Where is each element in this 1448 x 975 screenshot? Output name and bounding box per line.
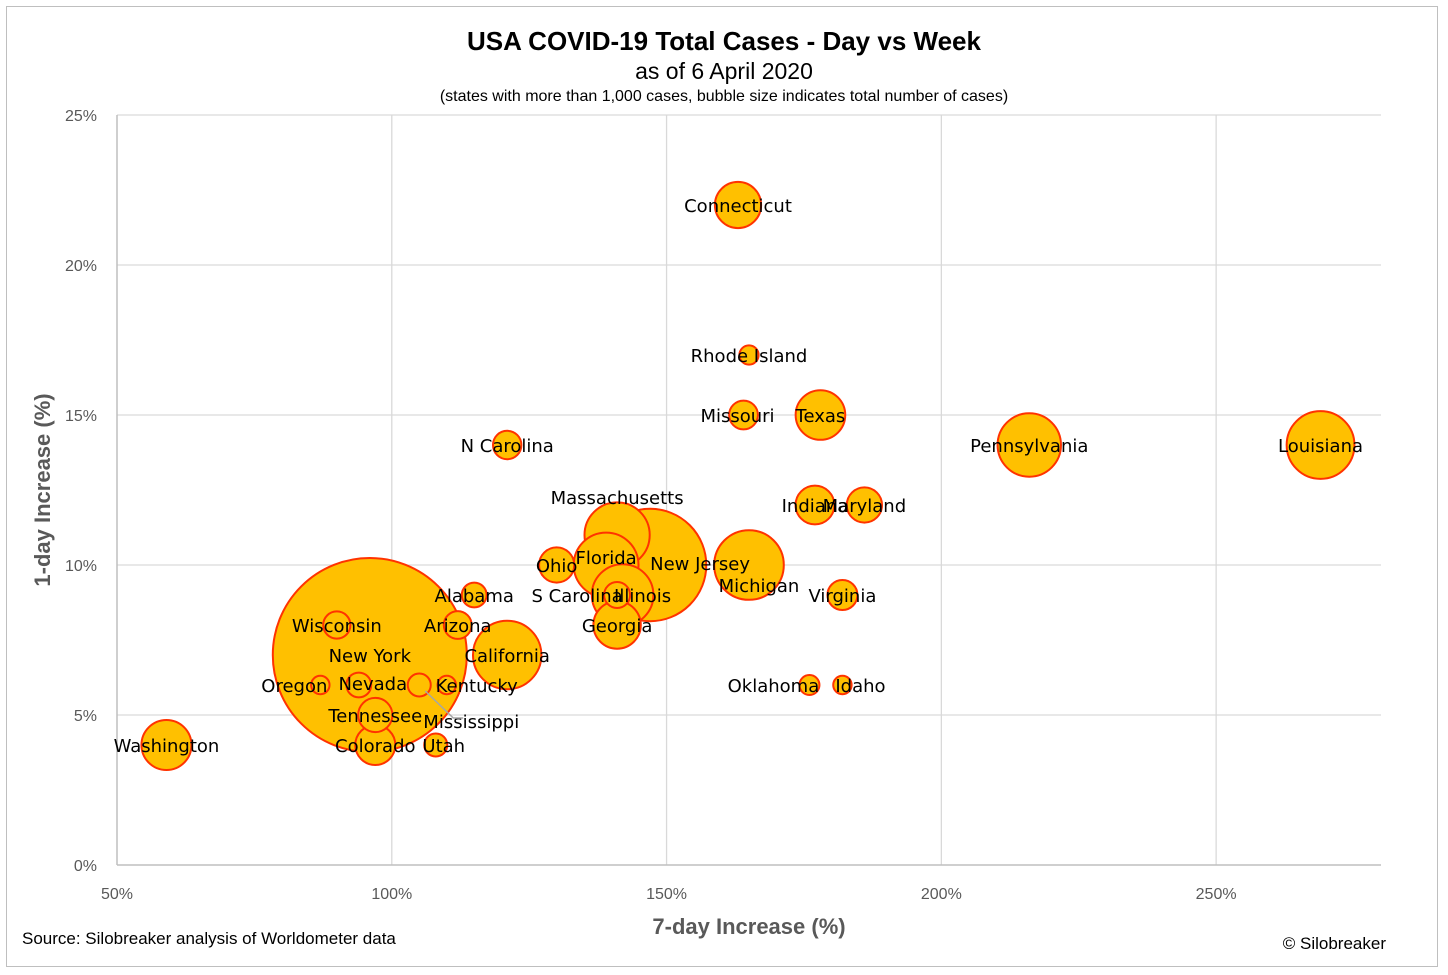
- bubble-texas: [794, 389, 847, 441]
- bubble-connecticut: [713, 180, 763, 230]
- bubble-label: Kentucky: [436, 676, 519, 697]
- bubble-oklahoma: [798, 674, 821, 696]
- bubble-label: Colorado: [335, 736, 415, 757]
- bubble-wisconsin: [322, 610, 352, 640]
- chart-title: USA COVID-19 Total Cases - Day vs Week: [467, 26, 981, 56]
- bubble-kentucky: [436, 674, 457, 696]
- bubble-label: Oklahoma: [728, 676, 820, 697]
- bubble-label: N Carolina: [461, 436, 554, 457]
- x-tick-label: 250%: [1196, 886, 1237, 903]
- y-tick-label: 15%: [65, 408, 97, 425]
- chart-note: (states with more than 1,000 cases, bubb…: [439, 88, 1009, 105]
- bubble-label: Mississippi: [423, 712, 519, 733]
- bubble-label: Georgia: [582, 616, 653, 637]
- bubble-nevada: [345, 671, 373, 699]
- x-axis-title: 7-day Increase (%): [652, 914, 845, 939]
- bubble-louisiana: [1285, 410, 1356, 480]
- bubble-label: Pennsylvania: [970, 436, 1088, 457]
- bubble-label: Florida: [575, 548, 636, 569]
- y-tick-label: 5%: [74, 708, 97, 725]
- bubble-label: Nevada: [338, 674, 407, 695]
- mississippi-leader-line: [424, 690, 464, 719]
- bubble-label: Tennessee: [327, 706, 422, 727]
- chart-frame: [6, 6, 1438, 967]
- bubble-rhode-island: [738, 344, 760, 366]
- bubble-oregon: [310, 674, 331, 696]
- bubble-label: Virginia: [808, 586, 876, 607]
- y-tick-label: 10%: [65, 558, 97, 575]
- bubble-label: Washington: [114, 736, 220, 757]
- x-tick-label: 150%: [646, 886, 687, 903]
- bubble-label: S Carolina: [531, 586, 622, 607]
- bubble-tennessee: [357, 696, 394, 734]
- bubble-label: Idaho: [835, 676, 885, 697]
- bubble-mississippi: [406, 672, 432, 698]
- y-axis-title: 1-day Increase (%): [30, 393, 55, 586]
- bubble-utah: [423, 732, 449, 758]
- bubble-label: Rhode Island: [691, 346, 808, 367]
- y-tick-label: 0%: [74, 858, 97, 875]
- bubble-ohio: [538, 546, 576, 584]
- bubble-s-carolina: [603, 581, 632, 609]
- bubble-label: Wisconsin: [292, 616, 382, 637]
- bubble-label: New Jersey: [650, 554, 750, 575]
- bubble-label: Missouri: [700, 406, 774, 427]
- bubble-california: [471, 619, 543, 691]
- x-tick-label: 100%: [371, 886, 412, 903]
- chart-subtitle: as of 6 April 2020: [635, 58, 813, 84]
- bubble-pennsylvania: [996, 412, 1062, 478]
- bubble-n-carolina: [491, 429, 523, 461]
- bubble-maryland: [845, 486, 884, 524]
- bubble-washington: [140, 719, 193, 771]
- bubble-label: Connecticut: [684, 196, 792, 217]
- bubble-label: Indiana: [782, 496, 849, 517]
- axes: 0% 5% 10% 15% 20% 25% 50% 100% 150% 200% 250%: [65, 108, 1381, 903]
- x-tick-label: 200%: [921, 886, 962, 903]
- bubble-label: Utah: [422, 736, 465, 757]
- y-tick-label: 20%: [65, 258, 97, 275]
- bubble-label: Louisiana: [1278, 436, 1363, 457]
- bubble-idaho: [832, 674, 853, 696]
- y-tick-label: 25%: [65, 108, 97, 125]
- bubble-label: Ohio: [536, 556, 578, 577]
- bubble-label: Massachusetts: [551, 488, 684, 509]
- bubble-michigan: [713, 529, 785, 601]
- bubble-label: Illinois: [614, 586, 671, 607]
- bubble-indiana: [794, 484, 836, 526]
- bubble-virginia: [826, 579, 859, 611]
- bubble-label: California: [464, 646, 549, 667]
- bubble-label: New York: [329, 646, 412, 667]
- bubble-arizona: [442, 610, 473, 640]
- bubble-alabama: [460, 581, 488, 609]
- source-note: Source: Silobreaker analysis of Worldome…: [22, 929, 396, 948]
- bubble-label: Maryland: [823, 496, 906, 517]
- bubble-missouri: [728, 399, 759, 431]
- bubble-label: Michigan: [719, 576, 800, 597]
- bubble-label: Texas: [795, 406, 846, 427]
- gridlines: [117, 114, 1381, 865]
- bubble-label: Alabama: [435, 586, 514, 607]
- bubble-label: Arizona: [424, 616, 492, 637]
- bubbles: [140, 180, 1356, 771]
- bubble-label: Oregon: [261, 676, 327, 697]
- x-tick-label: 50%: [101, 886, 133, 903]
- copyright-note: © Silobreaker: [1282, 934, 1386, 953]
